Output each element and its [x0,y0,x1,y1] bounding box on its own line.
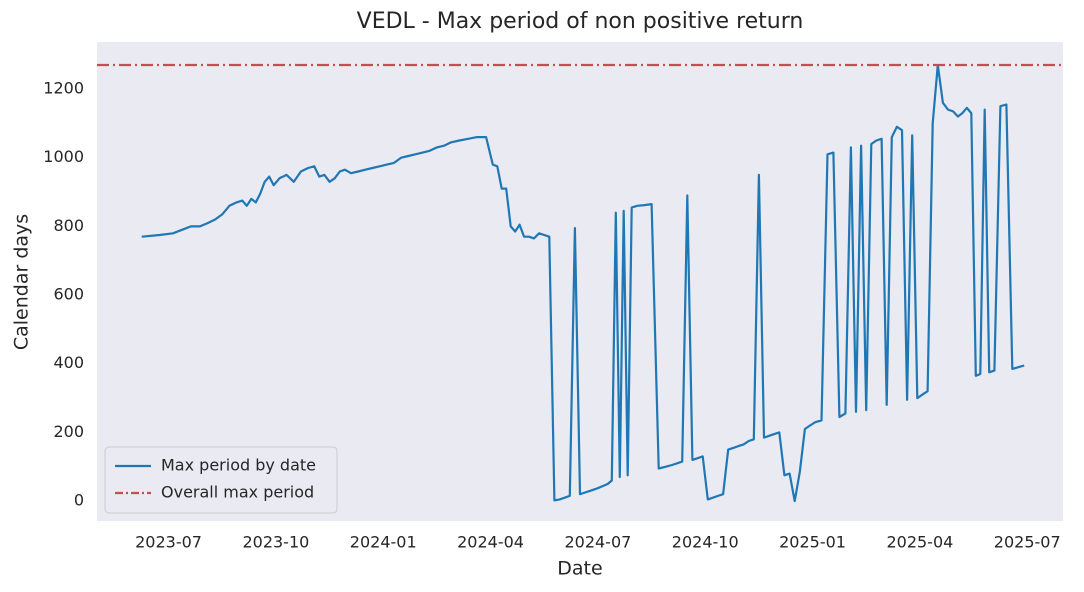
y-axis-label: Calendar days [11,214,33,350]
x-tick-label: 2023-07 [135,533,202,552]
y-tick-label: 1000 [43,147,84,166]
x-tick-label: 2025-01 [779,533,846,552]
x-axis-label: Date [557,558,602,580]
x-tick-label: 2025-04 [886,533,953,552]
chart-title: VEDL - Max period of non positive return [357,9,804,34]
x-tick-label: 2024-10 [672,533,739,552]
y-tick-label: 400 [53,353,84,372]
x-tick-label: 2024-04 [457,533,524,552]
y-tick-label: 200 [53,422,84,441]
x-tick-label: 2024-01 [350,533,417,552]
x-tick-label: 2023-10 [242,533,309,552]
y-tick-label: 0 [74,491,84,510]
y-tick-label: 800 [53,216,84,235]
legend-label: Overall max period [161,483,314,502]
x-tick-label: 2025-07 [994,533,1061,552]
data-line [141,63,1025,503]
y-tick-label: 600 [53,285,84,304]
legend-label: Max period by date [161,456,316,475]
x-tick-label: 2024-07 [564,533,631,552]
legend-box [104,446,338,514]
y-tick-label: 1200 [43,79,84,98]
